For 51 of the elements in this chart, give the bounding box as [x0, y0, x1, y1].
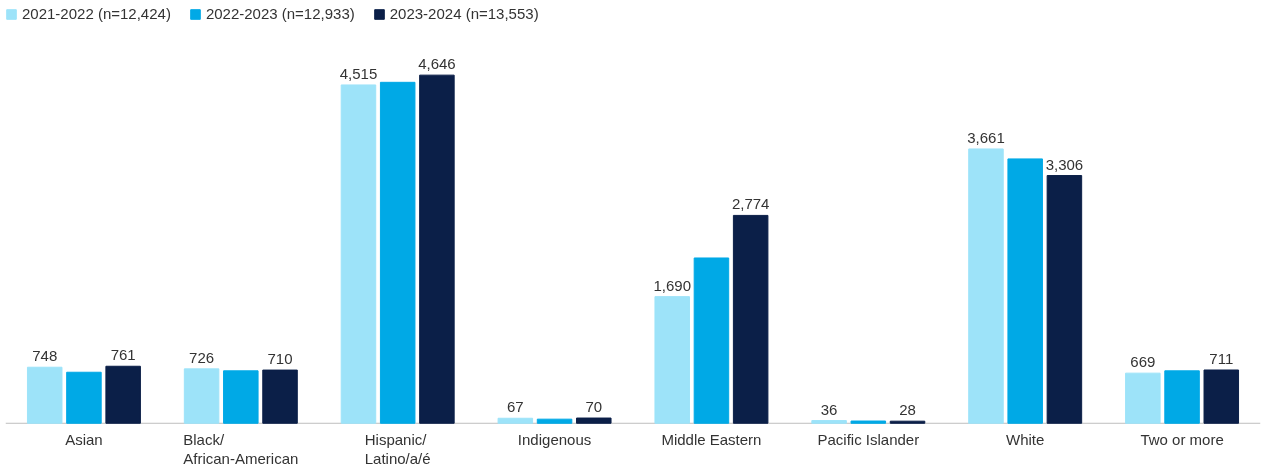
data-label: 36	[820, 400, 838, 418]
data-label: 1,690	[653, 276, 691, 294]
data-label: 3,661	[967, 128, 1005, 146]
bar	[536, 418, 573, 424]
bar	[732, 214, 769, 424]
bar	[419, 74, 455, 424]
bar	[1125, 372, 1161, 424]
bar	[1203, 369, 1240, 424]
bar	[223, 370, 259, 424]
bar	[262, 369, 298, 424]
x-tick-label: White	[1006, 431, 1045, 449]
bar	[1046, 175, 1083, 424]
legend-label: 2022-2023 (n=12,933)	[205, 5, 355, 22]
bar	[497, 417, 534, 424]
data-label: 70	[585, 398, 603, 416]
bar	[1164, 370, 1200, 424]
legend-label: 2021-2022 (n=12,424)	[22, 5, 171, 22]
bar	[183, 368, 220, 424]
bar	[968, 148, 1004, 424]
x-tick-label: Middle Eastern	[661, 431, 762, 449]
bar	[1007, 158, 1043, 424]
data-label: 726	[189, 348, 215, 366]
legend-label: 2023-2024 (n=13,553)	[389, 5, 539, 22]
bar	[693, 257, 730, 424]
bar	[66, 371, 102, 424]
x-tick-label: Asian	[65, 431, 103, 449]
data-label: 4,646	[418, 55, 456, 73]
data-label: 710	[267, 350, 293, 368]
data-label: 3,306	[1045, 155, 1084, 173]
data-label: 669	[1130, 353, 1156, 371]
x-tick-label: Hispanic/ Latino/a/é	[364, 431, 431, 467]
bar	[340, 84, 377, 424]
data-label: 761	[110, 346, 136, 364]
bar	[576, 417, 612, 424]
bar	[811, 420, 847, 424]
x-tick-label: Pacific Islander	[817, 431, 920, 449]
data-label: 2,774	[731, 195, 770, 213]
data-label: 28	[899, 401, 916, 419]
data-label: 748	[32, 347, 58, 365]
bar	[889, 420, 926, 424]
bar	[654, 296, 690, 424]
bar	[105, 365, 141, 424]
x-tick-label: Two or more	[1140, 431, 1224, 449]
bar	[850, 420, 887, 424]
bar	[379, 81, 416, 424]
x-tick-label: Indigenous	[517, 431, 592, 449]
x-tick-label: Black/ African-American	[183, 431, 299, 467]
data-label: 711	[1209, 350, 1234, 367]
bar	[26, 366, 63, 424]
data-label: 4,515	[339, 64, 378, 82]
data-label: 67	[507, 398, 524, 416]
